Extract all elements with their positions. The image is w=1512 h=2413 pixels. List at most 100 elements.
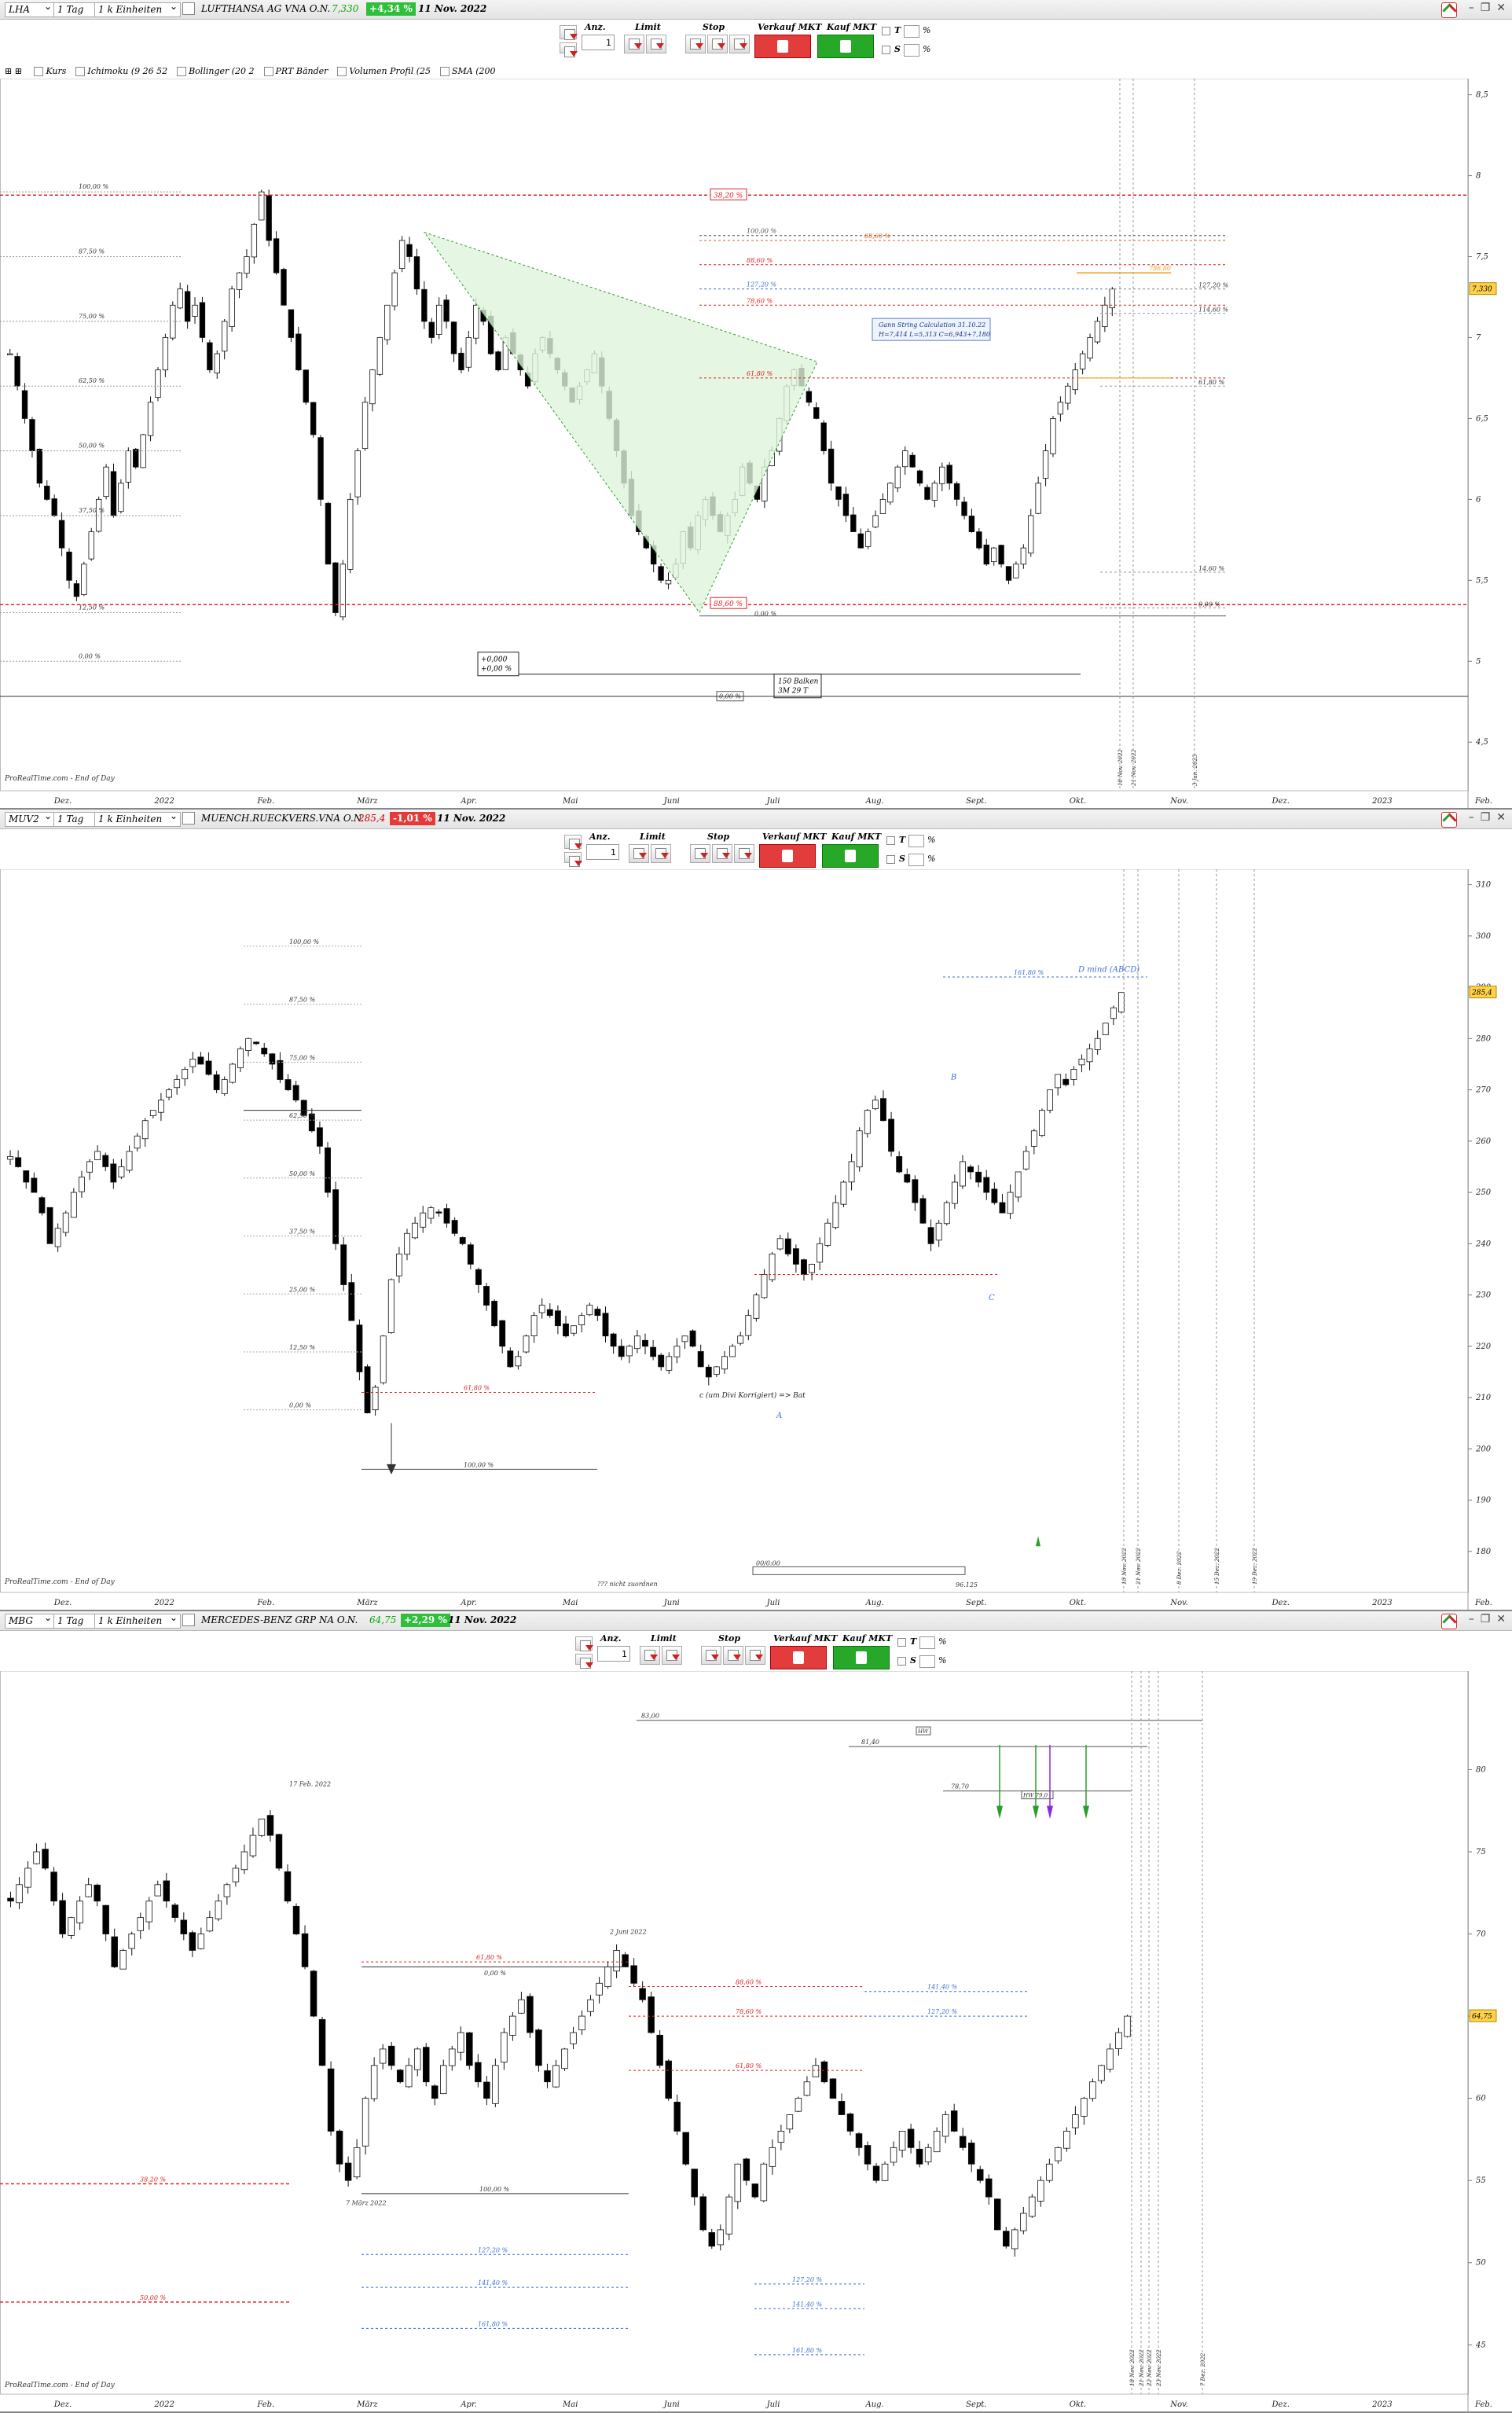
s-pct: % (938, 1655, 947, 1666)
sell-market-button[interactable] (759, 844, 816, 868)
t-input[interactable] (919, 1636, 935, 1649)
stop-sell-icon[interactable] (707, 35, 728, 53)
fib-level-label: 61,80 % (476, 1954, 502, 1961)
instrument-info-icon[interactable] (182, 2, 195, 15)
buy-market-button[interactable] (833, 1646, 890, 1669)
s-checkbox[interactable] (882, 46, 890, 54)
close-icon[interactable]: ✕ (1496, 1613, 1506, 1625)
s-checkbox[interactable] (897, 1657, 906, 1666)
fib-level-label: 127,20 % (927, 2008, 958, 2015)
buy-market-button[interactable] (822, 844, 879, 868)
price-chart[interactable]: 4,5 5 5,5 6 6,5 7 7,5 8 8,5 Dez. 2022 Feb. März Apr. M… (0, 79, 1512, 808)
stop-sell-icon[interactable] (712, 844, 732, 863)
stop-sell-icon[interactable] (723, 1646, 743, 1665)
units-dropdown[interactable]: 1 k Einheiten (94, 810, 181, 827)
candle-body (801, 1259, 807, 1275)
s-input[interactable] (904, 44, 919, 57)
price-chart[interactable]: 4550556065707580Dez.2022Feb.MärzApr.MaiJ… (0, 1671, 1512, 2411)
buy-market-button[interactable] (817, 35, 874, 58)
indicator-toggle[interactable]: Bollinger (20 2 (177, 66, 255, 76)
candle-body (725, 2196, 733, 2235)
candle-body (924, 2147, 932, 2162)
t-checkbox[interactable] (882, 27, 890, 35)
stop-extra-icon[interactable] (729, 35, 750, 53)
wrench-icon[interactable] (564, 835, 582, 850)
minimize-icon[interactable]: – (1468, 2, 1474, 14)
candle-body (665, 2060, 672, 2099)
instrument-info-icon[interactable] (182, 812, 195, 825)
fib-level-label: 78,60 % (747, 297, 773, 304)
limit-buy-icon[interactable] (629, 844, 649, 863)
candle-body (856, 1130, 863, 1168)
candle-body (769, 1253, 776, 1280)
symbol-dropdown[interactable]: MBG (5, 1611, 55, 1629)
t-input[interactable] (908, 835, 924, 847)
indicator-toggle[interactable]: Kurs (34, 66, 66, 76)
candle-body (776, 1238, 784, 1250)
qty-input[interactable]: 1 (582, 35, 615, 50)
stop-label: Stop (703, 22, 725, 32)
s-input[interactable] (919, 1655, 935, 1668)
restore-icon[interactable]: ❐ (1480, 2, 1491, 14)
candle-body (935, 1222, 942, 1241)
red-level-label: 38,20 % (140, 2176, 166, 2183)
minimize-icon[interactable]: – (1468, 1613, 1474, 1625)
period-dropdown[interactable]: 1 Tag (53, 1611, 105, 1629)
sell-market-button[interactable] (770, 1646, 827, 1669)
indicator-toggle[interactable]: Ichimoku (9 26 52 (75, 66, 167, 76)
candle-body (421, 288, 428, 322)
qty-input[interactable]: 1 (586, 844, 619, 860)
wrench-icon[interactable] (575, 1636, 593, 1651)
minimize-icon[interactable]: – (1468, 811, 1474, 824)
stop-extra-icon[interactable] (745, 1646, 765, 1665)
limit-sell-icon[interactable] (662, 1646, 682, 1665)
limit-label: Limit (651, 1633, 677, 1644)
units-dropdown[interactable]: 1 k Einheiten (94, 1611, 181, 1629)
candle-body (395, 1253, 402, 1276)
qty-input[interactable]: 1 (597, 1646, 630, 1662)
symbol-dropdown[interactable]: MUV2 (5, 810, 55, 827)
indicator-toggle[interactable]: SMA (200 (440, 66, 496, 76)
candle-body (976, 2169, 984, 2181)
limit-sell-icon[interactable] (646, 35, 666, 53)
instrument-info-icon[interactable] (182, 1614, 195, 1626)
wrench-icon[interactable] (560, 25, 578, 40)
limit-sell-icon[interactable] (651, 844, 671, 863)
signal-arrow-head (1047, 1805, 1053, 1820)
symbol-dropdown[interactable]: LHA (5, 0, 55, 17)
y-tick-label: 5 (1476, 657, 1481, 666)
candle-body (824, 1222, 831, 1246)
candle-body (81, 564, 87, 595)
candle-body (275, 1834, 283, 1869)
candle-body (898, 2131, 906, 2151)
restore-icon[interactable]: ❐ (1480, 1613, 1491, 1625)
stop-buy-icon[interactable] (701, 1646, 721, 1665)
x-axis-label: 2022 (153, 2400, 174, 2409)
t-checkbox[interactable] (886, 836, 895, 845)
restore-icon[interactable]: ❐ (1480, 811, 1491, 824)
indicator-toggle[interactable]: PRT Bänder (263, 66, 328, 76)
t-checkbox[interactable] (897, 1638, 906, 1647)
price-chart[interactable]: 1801902002102202302402502602702802903003… (0, 869, 1512, 1610)
indicator-toggle[interactable]: Volumen Profil (25 (337, 66, 431, 76)
stop-buy-icon[interactable] (685, 35, 706, 53)
candle-body (828, 448, 835, 484)
keyboard-icon[interactable] (575, 1654, 593, 1669)
units-dropdown[interactable]: 1 k Einheiten (94, 0, 181, 17)
sell-market-button[interactable] (754, 35, 811, 58)
close-icon[interactable]: ✕ (1496, 2, 1506, 14)
s-checkbox[interactable] (886, 855, 895, 864)
candle-body (953, 483, 960, 500)
keyboard-icon[interactable] (560, 42, 578, 57)
limit-buy-icon[interactable] (624, 35, 644, 53)
t-input[interactable] (904, 25, 919, 38)
keyboard-icon[interactable] (564, 852, 582, 867)
stop-extra-icon[interactable] (734, 844, 754, 863)
s-input[interactable] (908, 854, 924, 866)
add-indicator-icon[interactable]: ⊞ ⊞ (5, 66, 22, 76)
candle-body (1110, 1007, 1117, 1019)
close-icon[interactable]: ✕ (1496, 811, 1506, 824)
y-tick-label: 7 (1476, 333, 1481, 342)
limit-buy-icon[interactable] (640, 1646, 660, 1665)
stop-buy-icon[interactable] (690, 844, 710, 863)
